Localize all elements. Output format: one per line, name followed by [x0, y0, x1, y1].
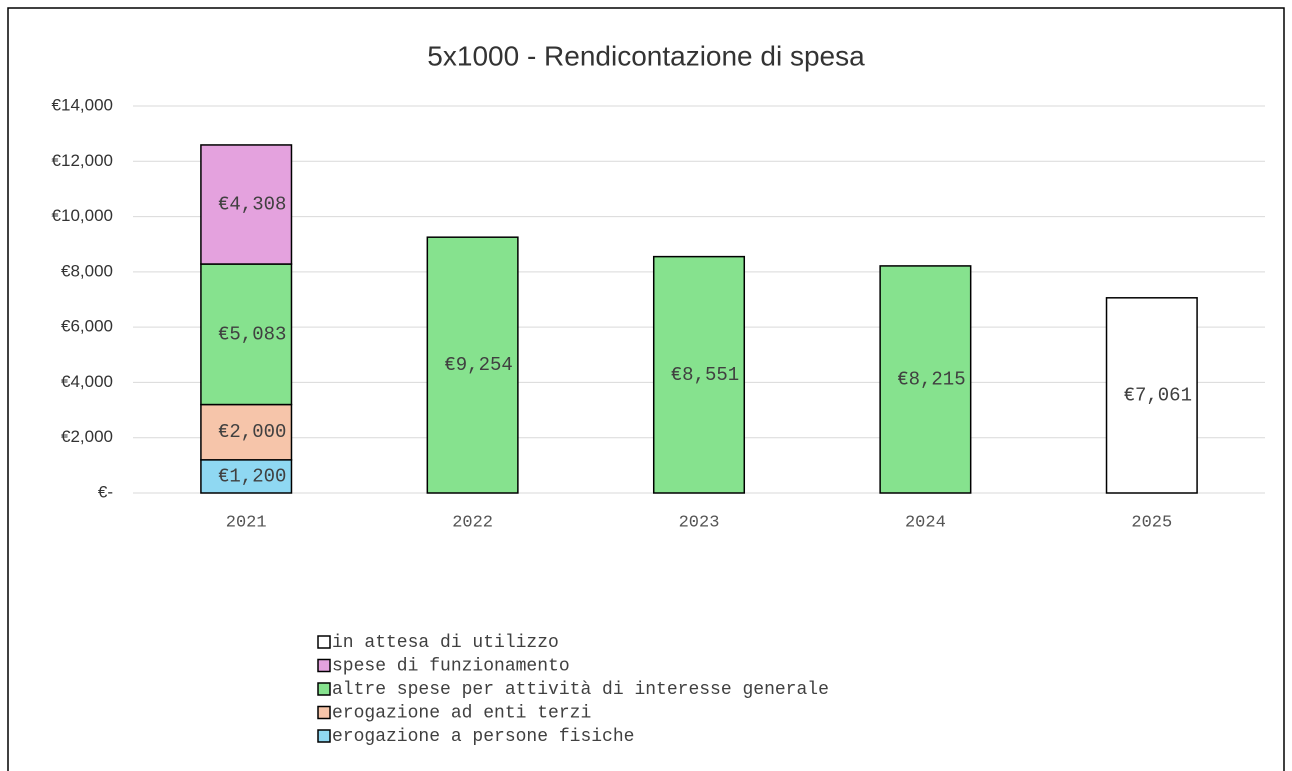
- legend-label: erogazione a persone fisiche: [332, 727, 634, 747]
- data-label: €5,083: [218, 323, 286, 345]
- y-tick-label: €6,000: [61, 317, 113, 336]
- y-tick-label: €10,000: [52, 206, 113, 225]
- x-tick-label: 2022: [452, 513, 493, 532]
- x-tick-label: 2021: [226, 513, 267, 532]
- legend-swatch: [317, 682, 331, 696]
- data-label: €2,000: [218, 421, 286, 443]
- chart-frame: [7, 7, 1285, 771]
- y-tick-label: €-: [98, 482, 113, 501]
- bar-segment: [200, 459, 293, 494]
- bar-segment: [652, 255, 746, 494]
- x-tick-label: 2024: [905, 513, 946, 532]
- bar-segment: [1105, 297, 1198, 494]
- x-tick-label: 2023: [679, 513, 720, 532]
- legend-label: spese di funzionamento: [332, 656, 570, 676]
- data-label: €4,308: [218, 194, 286, 216]
- data-label: €1,200: [218, 465, 286, 487]
- legend-label: altre spese per attività di interesse ge…: [332, 680, 829, 700]
- y-tick-label: €8,000: [61, 261, 113, 280]
- legend-label: erogazione ad enti terzi: [332, 703, 591, 723]
- y-tick-label: €4,000: [61, 372, 113, 391]
- data-label: €8,551: [671, 364, 739, 386]
- legend-swatch: [317, 658, 331, 673]
- legend-swatch: [317, 635, 331, 649]
- data-label: €7,061: [1124, 384, 1192, 406]
- y-tick-label: €14,000: [52, 95, 113, 114]
- bar-segment: [426, 236, 519, 494]
- bar-segment: [879, 265, 972, 494]
- chart-title: 5x1000 - Rendicontazione di spesa: [427, 40, 865, 71]
- bar-segment: [200, 144, 293, 265]
- y-tick-label: €12,000: [52, 151, 113, 170]
- legend-label: in attesa di utilizzo: [332, 633, 559, 653]
- bar-segment: [200, 263, 293, 406]
- y-tick-label: €2,000: [61, 427, 113, 446]
- x-tick-label: 2025: [1131, 513, 1172, 532]
- legend-swatch: [317, 705, 331, 720]
- data-label: €9,254: [444, 354, 512, 376]
- legend-swatch: [317, 729, 331, 743]
- data-label: €8,215: [897, 368, 965, 390]
- bar-segment: [200, 403, 293, 461]
